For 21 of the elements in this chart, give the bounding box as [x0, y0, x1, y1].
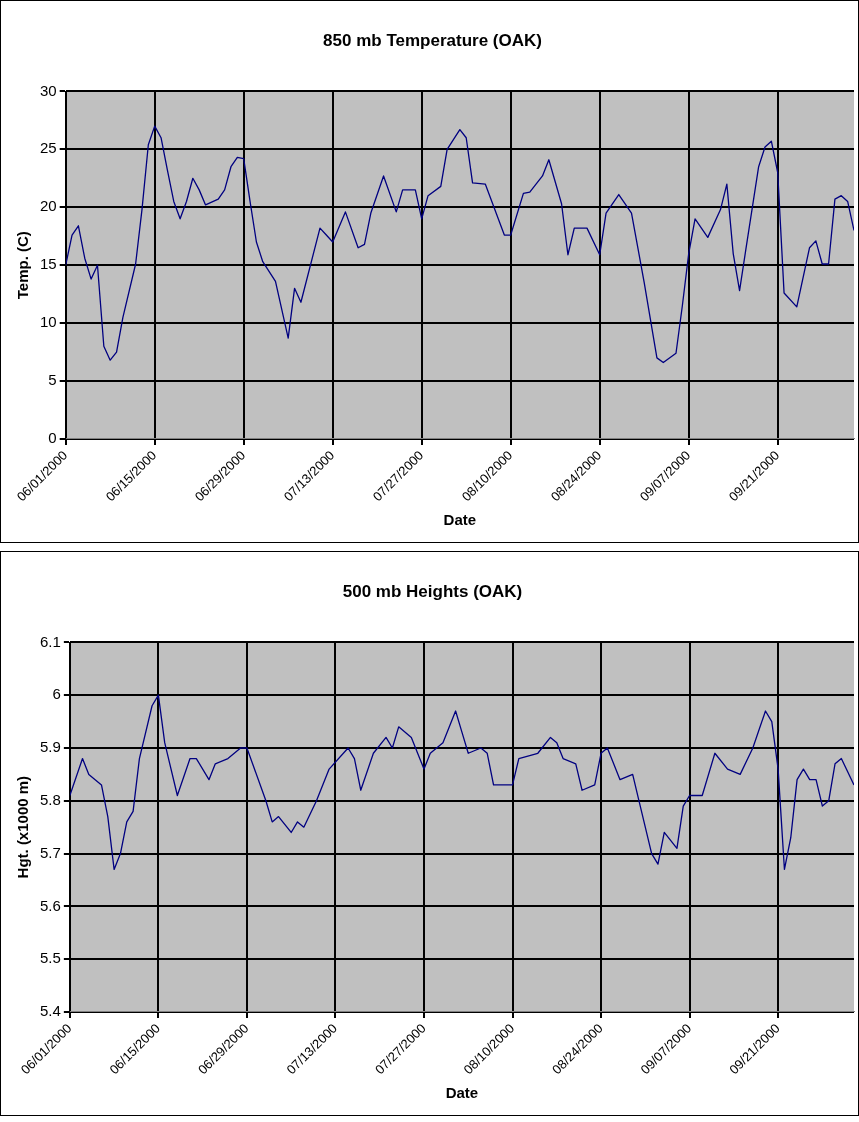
y-tick-label: 5.6	[39, 896, 61, 914]
y-tick-label: 5.8	[39, 790, 61, 808]
y-tick-label: 15	[40, 255, 57, 273]
y-tick-label: 5.4	[39, 1002, 61, 1020]
y-tick-label: 5.9	[39, 738, 61, 756]
y-tick-label: 10	[40, 313, 57, 331]
y-tick-label: 6.1	[39, 632, 61, 650]
chart-title: 500 mb Heights (OAK)	[342, 581, 523, 601]
y-axis-title: Temp. (C)	[14, 231, 32, 300]
y-tick-label: 30	[40, 81, 57, 99]
x-axis-title: Date	[443, 511, 477, 529]
y-tick-label: 5.5	[39, 949, 61, 967]
y-tick-label: 5.7	[39, 843, 61, 861]
y-tick-label: 0	[48, 429, 57, 447]
y-axis-title: Hgt. (x1000 m)	[14, 775, 32, 879]
y-tick-label: 20	[40, 197, 57, 215]
chart-title: 850 mb Temperature (OAK)	[323, 30, 542, 50]
y-tick-label: 25	[40, 139, 57, 157]
y-tick-label: 6	[52, 685, 61, 703]
y-tick-label: 5	[48, 371, 57, 389]
x-axis-title: Date	[445, 1084, 479, 1102]
